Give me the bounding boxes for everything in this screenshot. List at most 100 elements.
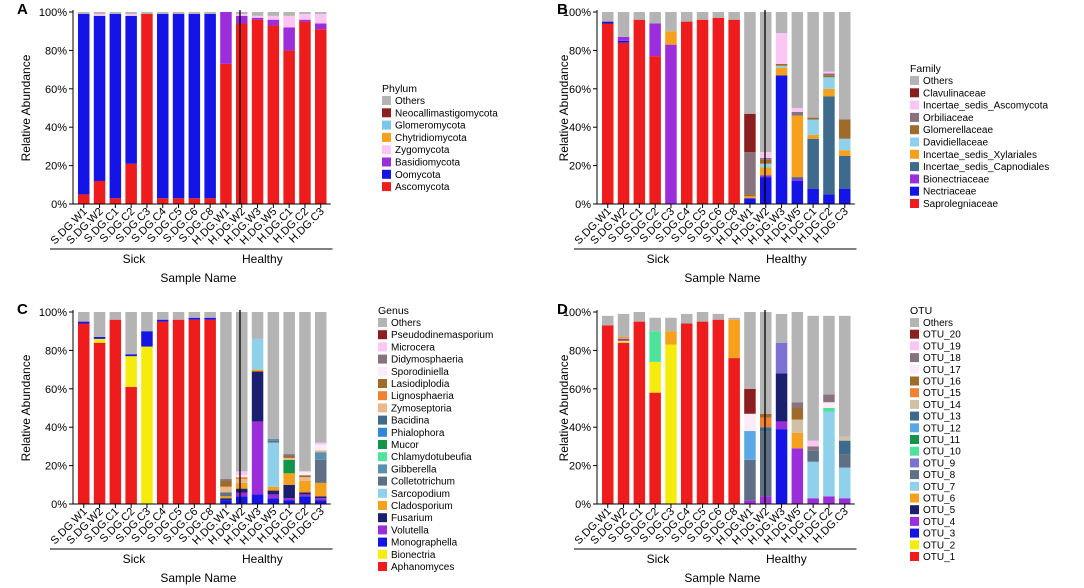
y-tick-label: 40%: [569, 122, 591, 134]
bar-segment: [268, 20, 280, 26]
legend-label: Nectriaceae: [923, 187, 977, 198]
figure: ARelative Abundance0%20%40%60%80%100%S.D…: [0, 0, 1084, 588]
legend-swatch: [910, 435, 919, 444]
bar-segment: [807, 118, 819, 120]
bar-segment: [697, 12, 709, 20]
group-label: Healthy: [242, 252, 283, 266]
y-axis-label: Relative Abundance: [557, 54, 571, 161]
legend-label: Microcera: [391, 342, 435, 353]
y-tick-label: 60%: [45, 384, 67, 396]
bar-segment: [634, 322, 646, 504]
bar-segment: [823, 402, 835, 408]
legend-label: OTU_3: [923, 529, 956, 540]
bar-segment: [697, 312, 709, 322]
legend-swatch: [910, 138, 919, 147]
bar-segment: [760, 177, 772, 204]
bar-segment: [713, 12, 725, 18]
bar-segment: [189, 320, 201, 504]
legend-label: OTU_17: [923, 365, 961, 376]
bar-segment: [744, 198, 756, 204]
legend-label: OTU_6: [923, 494, 956, 505]
bar-segment: [299, 494, 311, 496]
legend-label: OTU_16: [923, 377, 961, 388]
legend-swatch: [378, 367, 387, 376]
legend-label: Incertae_sedis_Capnodiales: [923, 162, 1049, 173]
bar-segment: [713, 314, 725, 320]
bar-segment: [252, 339, 263, 370]
bar-segment: [236, 312, 248, 471]
legend-label: Clavulinaceae: [923, 88, 986, 99]
bar-segment: [315, 312, 327, 443]
legend-swatch: [910, 505, 919, 514]
bar-segment: [618, 343, 630, 504]
bar-segment: [649, 12, 661, 24]
legend-swatch: [910, 365, 919, 374]
bar-segment: [807, 462, 819, 498]
bar-segment: [839, 441, 851, 454]
legend-label: Basidiomycota: [395, 158, 460, 169]
bar-segment: [283, 500, 295, 504]
legend-label: Chytridiomycota: [395, 133, 467, 144]
bar-segment: [839, 150, 851, 156]
bar-segment: [141, 14, 153, 204]
bar-segment: [204, 312, 216, 318]
bar-segment: [823, 73, 835, 75]
bar-segment: [823, 96, 835, 194]
legend-swatch: [378, 452, 387, 461]
bar-segment: [204, 14, 216, 198]
legend-label: Others: [395, 96, 425, 107]
legend-swatch: [910, 377, 919, 386]
bar-segment: [141, 331, 153, 346]
bar-segment: [283, 27, 295, 50]
legend-swatch: [910, 199, 919, 208]
legend-label: Pseudodinemasporium: [391, 330, 493, 341]
bar-segment: [792, 177, 804, 179]
bar-segment: [268, 312, 280, 439]
legend-label: OTU_7: [923, 482, 956, 493]
bar-segment: [268, 441, 280, 443]
bar-segment: [744, 194, 756, 196]
bar-segment: [649, 318, 661, 331]
bar-segment: [299, 22, 311, 204]
bar-segment: [78, 14, 90, 194]
bar-segment: [283, 312, 295, 454]
bar-segment: [807, 446, 819, 450]
bar-segment: [315, 24, 327, 30]
bar-segment: [823, 12, 835, 72]
bar-segment: [110, 312, 122, 320]
bar-segment: [125, 164, 136, 204]
y-tick-label: 40%: [569, 422, 591, 434]
legend-swatch: [910, 517, 919, 526]
legend-swatch: [910, 88, 919, 97]
legend-label: Others: [923, 76, 953, 87]
legend-swatch: [378, 428, 387, 437]
bar-segment: [315, 500, 327, 504]
bar-segment: [252, 370, 263, 372]
bar-segment: [173, 198, 185, 204]
bar-segment: [125, 14, 136, 16]
y-tick-label: 80%: [569, 345, 591, 357]
legend-label: Bionectriaceae: [923, 174, 990, 185]
bar-segment: [157, 322, 169, 504]
bar-segment: [776, 64, 788, 66]
panel-d: DRelative Abundance0%20%40%60%80%100%S.D…: [557, 301, 961, 585]
legend-label: Davidiellaceae: [923, 138, 988, 149]
bar-segment: [823, 89, 835, 97]
legend-label: Saprolegniaceae: [923, 199, 998, 210]
group-label: Sick: [647, 552, 671, 566]
bar-segment: [602, 325, 614, 504]
bar-segment: [125, 356, 136, 387]
y-tick-label: 60%: [45, 84, 67, 96]
bar-segment: [252, 494, 263, 504]
bar-segment: [94, 16, 106, 181]
bar-segment: [776, 429, 788, 504]
bar-segment: [236, 12, 248, 14]
bar-segment: [315, 29, 327, 204]
y-tick-label: 40%: [45, 122, 67, 134]
legend-label: Monographella: [391, 538, 458, 549]
y-tick-label: 80%: [45, 45, 67, 57]
bar-segment: [173, 312, 185, 320]
bar-segment: [776, 373, 788, 421]
bar-segment: [823, 72, 835, 74]
bar-segment: [760, 168, 772, 176]
